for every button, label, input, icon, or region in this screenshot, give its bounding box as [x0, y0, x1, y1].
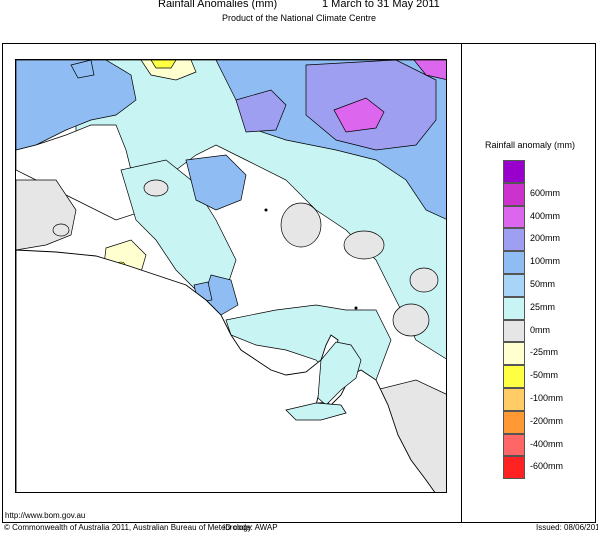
legend-swatch	[503, 273, 525, 297]
copyright-text: © Commonwealth of Australia 2011, Austra…	[4, 523, 252, 532]
legend-label: -25mm	[530, 347, 559, 358]
legend-label: -600mm	[530, 461, 564, 472]
legend-swatch	[503, 296, 525, 320]
legend-swatch	[503, 433, 525, 457]
legend-label: 600mm	[530, 187, 561, 198]
map-town-dot-2	[354, 306, 358, 310]
map-region-yellow-north	[150, 60, 177, 69]
issued-date: Issued: 08/06/2011	[536, 523, 598, 532]
legend-swatch	[503, 410, 525, 434]
map-ocean	[16, 249, 436, 492]
figure-frame	[2, 43, 596, 523]
legend-label: 200mm	[530, 233, 561, 244]
legend-swatch	[503, 456, 525, 480]
map-spot-grey-6	[52, 223, 70, 237]
legend-label: -400mm	[530, 438, 564, 449]
map-spot-grey-3	[343, 230, 385, 260]
legend-swatch	[503, 205, 525, 229]
legend-swatch	[503, 387, 525, 411]
title-row: Rainfall Anomalies (mm) 1 March to 31 Ma…	[0, 0, 598, 12]
legend-label: 50mm	[530, 278, 556, 289]
map-region-blue-nw-lobe	[70, 60, 95, 79]
map-region-purple-west	[235, 89, 287, 133]
legend-label: -200mm	[530, 415, 564, 426]
legend-label: 100mm	[530, 256, 561, 267]
map-town-dot-1	[264, 208, 268, 212]
legend-label: 25mm	[530, 301, 556, 312]
website-link[interactable]: http://www.bom.gov.au	[5, 511, 86, 520]
map-island	[285, 402, 347, 421]
map-svg	[16, 60, 446, 492]
legend-swatch	[503, 365, 525, 388]
legend-swatch	[503, 160, 525, 183]
legend-label: -50mm	[530, 370, 559, 381]
legend-label: -100mm	[530, 392, 564, 403]
legend-label: 400mm	[530, 210, 561, 221]
map-region-blue-central	[185, 154, 247, 211]
legend-divider	[461, 43, 462, 523]
map-title: Rainfall Anomalies (mm)	[158, 0, 278, 10]
map-spot-grey-1	[143, 179, 169, 197]
legend-swatch	[503, 182, 525, 206]
rainfall-map	[15, 59, 447, 493]
map-region-cyan-peninsula	[317, 341, 362, 406]
map-spot-grey-2	[280, 202, 322, 248]
map-region-magenta-ne	[413, 60, 446, 80]
map-spot-grey-5	[392, 303, 430, 337]
map-spot-grey-4	[409, 267, 439, 293]
date-range: 1 March to 31 May 2011	[322, 0, 440, 10]
legend-title: Rainfall anomaly (mm)	[485, 140, 576, 150]
legend-swatch	[503, 251, 525, 274]
legend-swatch	[503, 228, 525, 252]
subtitle: Product of the National Climate Centre	[221, 13, 377, 23]
legend-label: 0mm	[530, 324, 550, 335]
legend-swatch	[503, 342, 525, 366]
legend-swatch	[503, 319, 525, 343]
id-code: ID code: AWAP	[223, 523, 278, 532]
map-region-magenta	[333, 97, 385, 133]
